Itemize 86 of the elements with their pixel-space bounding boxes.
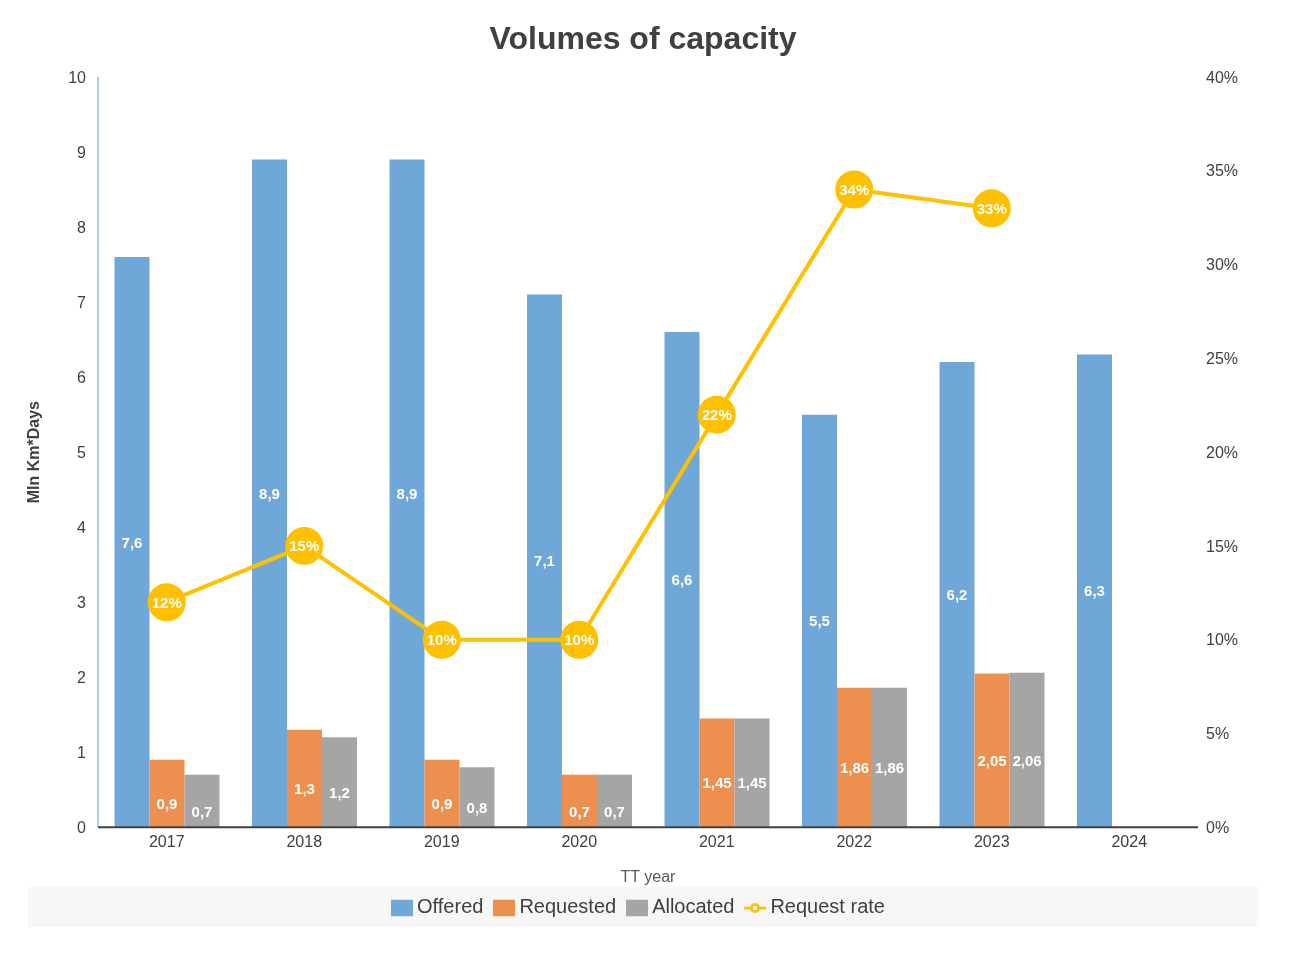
- bar: [699, 718, 735, 828]
- x-tick-label: 2021: [698, 832, 735, 850]
- y-tick-label: 10: [68, 68, 87, 86]
- x-tick-label: 2020: [561, 832, 598, 850]
- bar: [149, 759, 185, 828]
- y-tick-label: 3: [77, 593, 87, 611]
- bar: [837, 687, 872, 828]
- bar: [322, 737, 357, 828]
- x-tick-label: 2022: [836, 832, 873, 850]
- y2-tick-label: 5%: [1206, 725, 1230, 743]
- x-tick-label: 2023: [973, 832, 1010, 850]
- x-axis-title: TT year: [620, 868, 677, 886]
- bar: [1077, 354, 1112, 828]
- data-label: 6,2: [946, 586, 968, 604]
- bar: [424, 759, 460, 828]
- data-label: 0,9: [431, 795, 453, 813]
- y-tick-label: 6: [77, 368, 87, 386]
- bar: [597, 774, 632, 828]
- data-label: 0,7: [569, 802, 590, 820]
- data-label: 7,1: [534, 552, 555, 570]
- y2-tick-label: 30%: [1206, 256, 1239, 274]
- y2-tick-label: 10%: [1206, 631, 1239, 649]
- data-label: 12%: [151, 593, 182, 611]
- y-tick-label: 2: [77, 668, 87, 686]
- data-label: 1,86: [839, 759, 870, 777]
- data-label: 1,45: [702, 774, 732, 792]
- bar: [252, 159, 287, 828]
- y-tick-label: 0: [77, 818, 87, 836]
- data-label: 34%: [839, 181, 870, 199]
- bar: [802, 414, 837, 828]
- data-label: 2,06: [1012, 751, 1042, 769]
- data-label: 0,9: [156, 795, 178, 813]
- y2-tick-label: 0%: [1206, 818, 1230, 836]
- data-label: 7,6: [121, 533, 143, 551]
- data-label: 33%: [976, 199, 1007, 217]
- legend-label: Requested: [519, 895, 617, 918]
- x-tick-label: 2024: [1111, 832, 1148, 850]
- x-tick-label: 2018: [286, 832, 323, 850]
- bar: [184, 774, 220, 828]
- y-axis-title: Mln Km*Days: [24, 400, 42, 504]
- data-label: 5,5: [809, 612, 830, 630]
- y2-tick-label: 20%: [1206, 443, 1239, 461]
- bar: [562, 774, 597, 828]
- y-tick-label: 8: [77, 218, 87, 236]
- bar: [664, 332, 700, 828]
- bar: [974, 673, 1010, 828]
- data-label: 1,3: [294, 780, 315, 798]
- bar: [389, 159, 425, 828]
- y-tick-label: 4: [77, 518, 87, 536]
- legend-label: Offered: [417, 895, 484, 918]
- y-tick-label: 7: [77, 293, 87, 311]
- legend-label: Request rate: [770, 895, 885, 918]
- y-tick-label: 1: [77, 743, 87, 761]
- bar: [527, 294, 562, 828]
- bar: [287, 729, 322, 828]
- data-label: 2,05: [977, 751, 1007, 769]
- data-label: 0,7: [191, 802, 213, 820]
- bar: [114, 257, 150, 828]
- y2-tick-label: 25%: [1206, 350, 1239, 368]
- y2-tick-label: 40%: [1206, 68, 1239, 86]
- data-label: 15%: [289, 537, 320, 555]
- y-tick-label: 9: [77, 143, 87, 161]
- y-tick-label: 5: [77, 443, 87, 461]
- y2-tick-label: 35%: [1206, 162, 1239, 180]
- bar: [939, 362, 975, 828]
- data-label: 1,45: [737, 774, 767, 792]
- data-label: 10%: [564, 631, 595, 649]
- data-label: 22%: [701, 406, 732, 424]
- bar: [734, 718, 770, 828]
- data-label: 8,9: [396, 484, 418, 502]
- data-label: 1,2: [329, 783, 350, 801]
- bar: [459, 767, 495, 828]
- bar: [872, 687, 907, 828]
- x-tick-label: 2019: [423, 832, 460, 850]
- chart-title: Volumes of capacity: [488, 20, 798, 57]
- data-label: 6,6: [671, 571, 693, 589]
- data-label: 8,9: [259, 484, 280, 502]
- y2-tick-label: 15%: [1206, 537, 1239, 555]
- data-label: 0,8: [466, 798, 488, 816]
- data-label: 6,3: [1084, 582, 1105, 600]
- bar: [1009, 672, 1045, 828]
- data-label: 1,86: [874, 759, 905, 777]
- x-tick-label: 2017: [148, 832, 185, 850]
- data-label: 0,7: [604, 802, 625, 820]
- data-label: 10%: [426, 631, 457, 649]
- legend-label: Allocated: [652, 895, 735, 918]
